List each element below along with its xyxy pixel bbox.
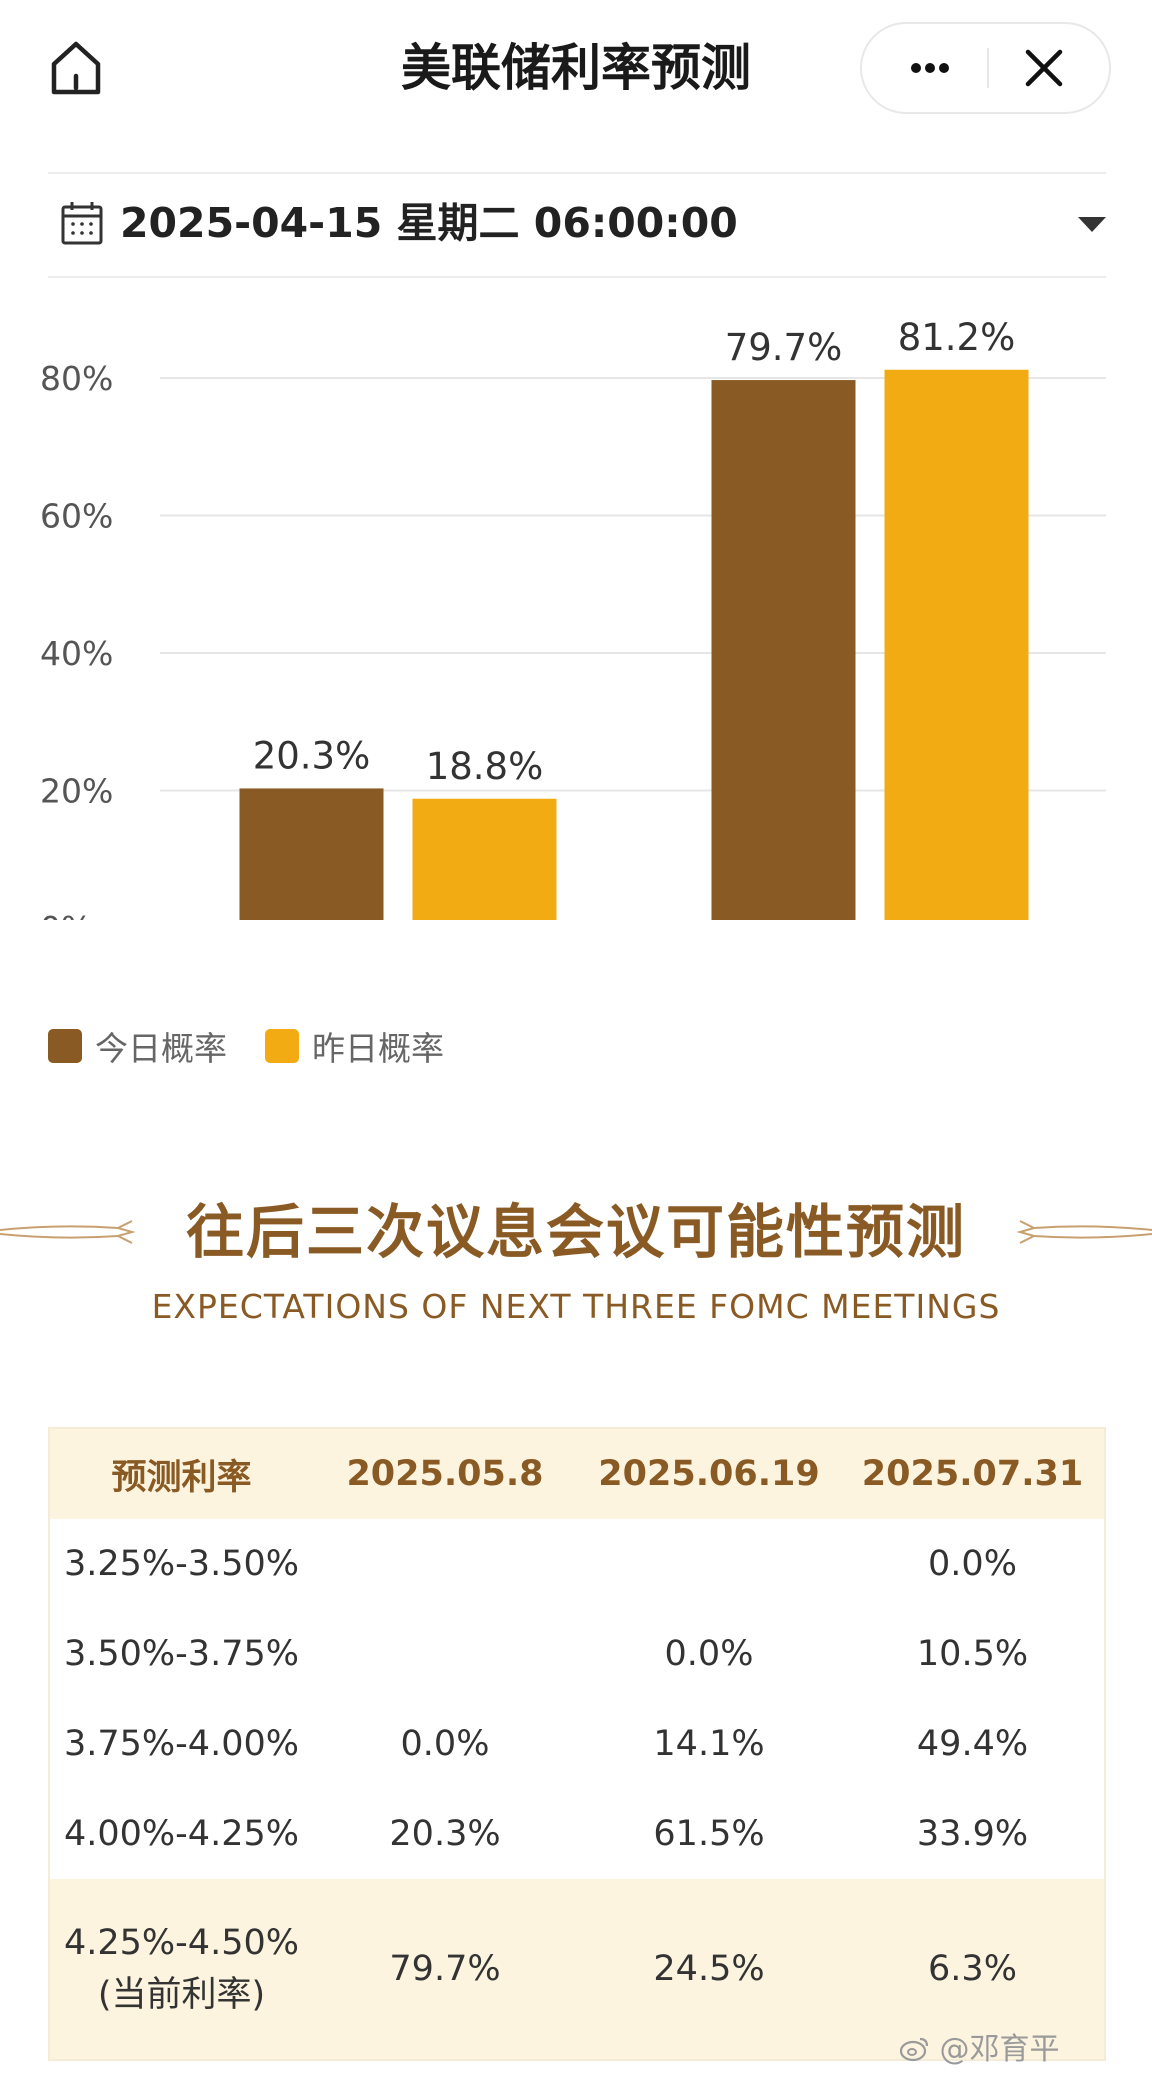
dropdown-arrow-icon: [1078, 217, 1106, 232]
current-rate-range: 4.25%-4.50%: [63, 1923, 299, 1963]
section-subtitle: EXPECTATIONS OF NEXT THREE FOMC MEETINGS: [151, 1287, 1001, 1326]
data-label: 20.3%: [253, 734, 371, 777]
column-header-date: 2025.05.8: [313, 1428, 577, 1519]
table-row: 3.50%-3.75% 0.0% 10.5%: [49, 1609, 1105, 1699]
table-row: 3.25%-3.50% 0.0%: [49, 1519, 1105, 1609]
y-tick-label: 60%: [40, 497, 113, 536]
weibo-icon: [899, 2037, 929, 2062]
date-text: 2025-04-15 星期二 06:00:00: [120, 199, 738, 247]
home-button[interactable]: [44, 36, 108, 100]
table-cell: 24.5%: [577, 1879, 841, 2060]
table-header-row: 预测利率 2025.05.8 2025.06.19 2025.07.31: [49, 1428, 1105, 1519]
table-cell: 6.3%: [841, 1879, 1105, 2060]
table-cell-rate: 4.00%-4.25%: [63, 1814, 299, 1854]
y-tick-label: 0%: [40, 909, 92, 920]
table-cell: 79.7%: [313, 1879, 577, 2060]
mini-program-capsule: [860, 22, 1111, 114]
y-tick-label: 80%: [40, 359, 113, 398]
table-cell-rate: 3.75%-4.00%: [63, 1724, 299, 1764]
fomc-forecast-table: 预测利率 2025.05.8 2025.06.19 2025.07.31 3.2…: [48, 1427, 1106, 2061]
table-cell: 20.3%: [389, 1814, 501, 1854]
table-cell: 33.9%: [916, 1814, 1029, 1854]
heading-ornament-left: [0, 1220, 136, 1244]
legend-swatch-today: [48, 1029, 82, 1063]
date-selector[interactable]: 2025-04-15 星期二 06:00:00: [48, 175, 1106, 273]
current-rate-note: (当前利率): [97, 1975, 266, 2015]
watermark: @邓育平: [899, 2024, 1060, 2068]
table-cell: 0.0%: [928, 1544, 1017, 1584]
column-header-date: 2025.07.31: [841, 1428, 1105, 1519]
divider-top: [48, 172, 1106, 174]
table-row-current-rate: 4.25%-4.50% (当前利率) 79.7% 24.5% 6.3%: [49, 1879, 1105, 2060]
column-header-date: 2025.06.19: [577, 1428, 841, 1519]
table-cell-rate: 3.25%-3.50%: [63, 1544, 299, 1584]
close-button[interactable]: [994, 34, 1094, 102]
section-title: 往后三次议息会议可能性预测: [185, 1198, 966, 1266]
legend-swatch-yesterday: [265, 1029, 299, 1063]
heading-ornament-right: [1016, 1220, 1152, 1244]
data-label: 18.8%: [426, 745, 544, 788]
bar-yesterday: [412, 798, 557, 928]
probability-chart: 0%20%40%60%80%20.3%18.8%4.00%-4.25%79.7%…: [0, 300, 1152, 1068]
close-icon: [1025, 49, 1063, 87]
chart-svg: 0%20%40%60%80%20.3%18.8%4.00%-4.25%79.7%…: [40, 316, 1106, 988]
more-button[interactable]: [880, 34, 980, 102]
table-cell: [577, 1519, 841, 1609]
table-cell: 10.5%: [916, 1634, 1029, 1674]
data-label: 79.7%: [725, 326, 843, 369]
y-tick-label: 20%: [40, 772, 113, 811]
table-cell: [313, 1609, 577, 1699]
capsule-divider: [987, 48, 989, 88]
column-header-rate: 预测利率: [49, 1428, 313, 1519]
table-cell: 49.4%: [916, 1724, 1029, 1764]
bar-yesterday: [884, 369, 1029, 928]
legend-item-yesterday: 昨日概率: [265, 1022, 444, 1070]
table-cell-rate: 3.50%-3.75%: [63, 1634, 299, 1674]
home-icon: [51, 41, 101, 95]
table-row: 3.75%-4.00% 0.0% 14.1% 49.4%: [49, 1699, 1105, 1789]
legend-label-yesterday: 昨日概率: [312, 1029, 444, 1068]
table-cell: 14.1%: [653, 1724, 765, 1764]
chart-legend: 今日概率 昨日概率: [48, 1022, 444, 1070]
y-tick-label: 40%: [40, 634, 113, 673]
watermark-text: @邓育平: [939, 2032, 1060, 2067]
table-cell-rate: 4.25%-4.50% (当前利率): [49, 1879, 313, 2060]
table-cell: 61.5%: [653, 1814, 765, 1854]
legend-label-today: 今日概率: [95, 1029, 227, 1068]
divider-bottom: [48, 276, 1106, 278]
table-cell: 0.0%: [400, 1724, 490, 1764]
more-icon: [911, 63, 949, 73]
legend-item-today: 今日概率: [48, 1022, 227, 1070]
table-cell: [313, 1519, 577, 1609]
data-label: 81.2%: [898, 316, 1016, 359]
bar-today: [239, 788, 384, 928]
table-row: 4.00%-4.25% 20.3% 61.5% 33.9%: [49, 1789, 1105, 1879]
table-cell: 0.0%: [664, 1634, 754, 1674]
page-title: 美联储利率预测: [401, 39, 751, 97]
bar-today: [711, 380, 856, 928]
calendar-icon: [61, 202, 103, 245]
